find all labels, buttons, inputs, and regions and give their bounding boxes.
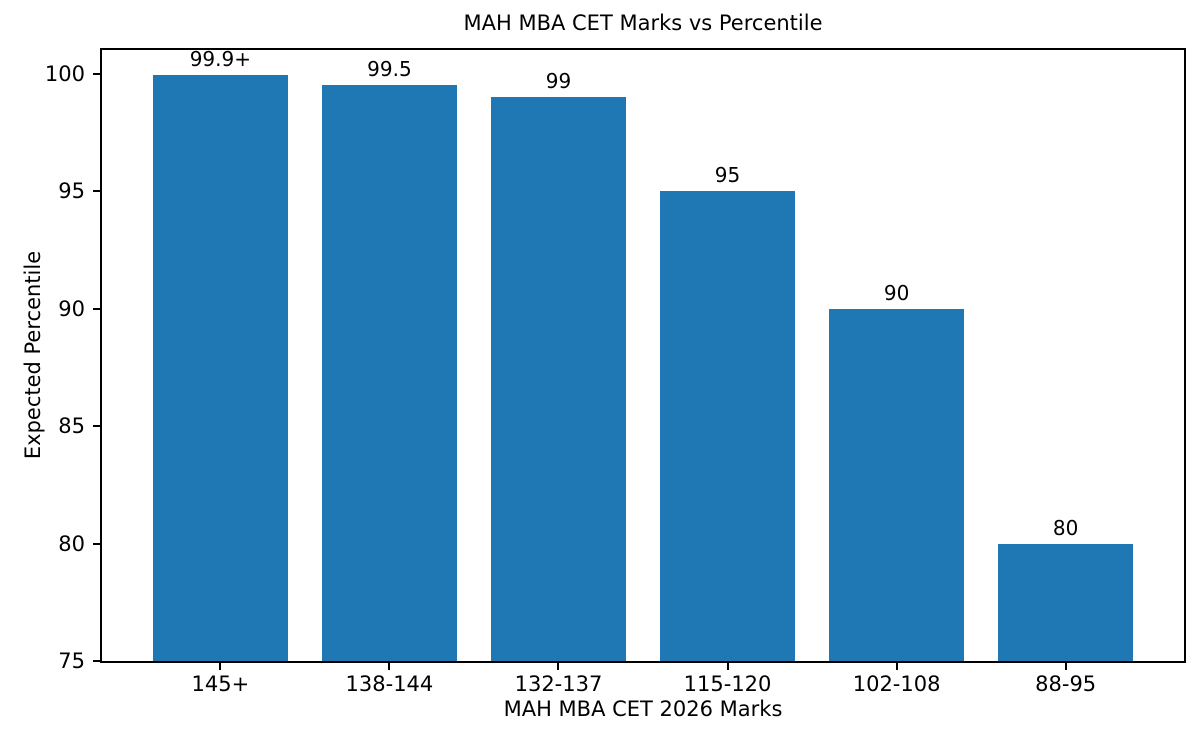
x-tick-mark: [726, 663, 729, 670]
bar-value-label: 99.9+: [189, 46, 251, 71]
y-tick-label: 85: [58, 414, 85, 438]
bar-value-label: 90: [883, 280, 910, 305]
x-tick-mark: [219, 663, 222, 670]
plot-area: 99.9+ 99.5 99 95 90 80: [100, 48, 1186, 663]
bar-132-137: [490, 97, 627, 661]
bar-102-108: [828, 308, 965, 661]
bar-value-label: 95: [714, 163, 741, 187]
x-axis-label: MAH MBA CET 2026 Marks: [503, 697, 783, 721]
x-tick-mark: [1064, 663, 1067, 670]
bar-115-120: [659, 191, 796, 661]
bar-value-label: 99.5: [367, 57, 412, 82]
x-tick-label: 145+: [191, 672, 250, 696]
bar-138-144: [321, 85, 458, 661]
x-tick-label: 132-137: [514, 672, 603, 696]
y-tick-label: 80: [58, 531, 85, 556]
x-tick-label: 88-95: [1035, 672, 1097, 696]
y-tick-mark: [93, 72, 100, 75]
y-tick-mark: [93, 542, 100, 545]
y-tick-label: 90: [58, 296, 85, 321]
y-tick-mark: [93, 425, 100, 427]
x-tick-mark: [388, 663, 391, 670]
y-tick-label: 75: [58, 649, 85, 673]
x-tick-label: 102-108: [852, 672, 941, 696]
bar-145+: [152, 74, 288, 661]
chart-title: MAH MBA CET Marks vs Percentile: [463, 11, 823, 35]
y-tick-label: 100: [44, 61, 85, 86]
y-tick-label: 95: [58, 179, 85, 203]
y-tick-mark: [93, 660, 100, 662]
y-tick-mark: [93, 190, 100, 192]
x-tick-label: 115-120: [683, 672, 772, 696]
y-tick-mark: [93, 307, 100, 310]
x-tick-mark: [895, 663, 898, 670]
x-tick-label: 138-144: [345, 672, 434, 696]
bar-88-95: [998, 543, 1134, 661]
x-tick-mark: [557, 663, 560, 670]
bar-value-label: 99: [545, 69, 572, 93]
bar-value-label: 80: [1052, 515, 1079, 540]
